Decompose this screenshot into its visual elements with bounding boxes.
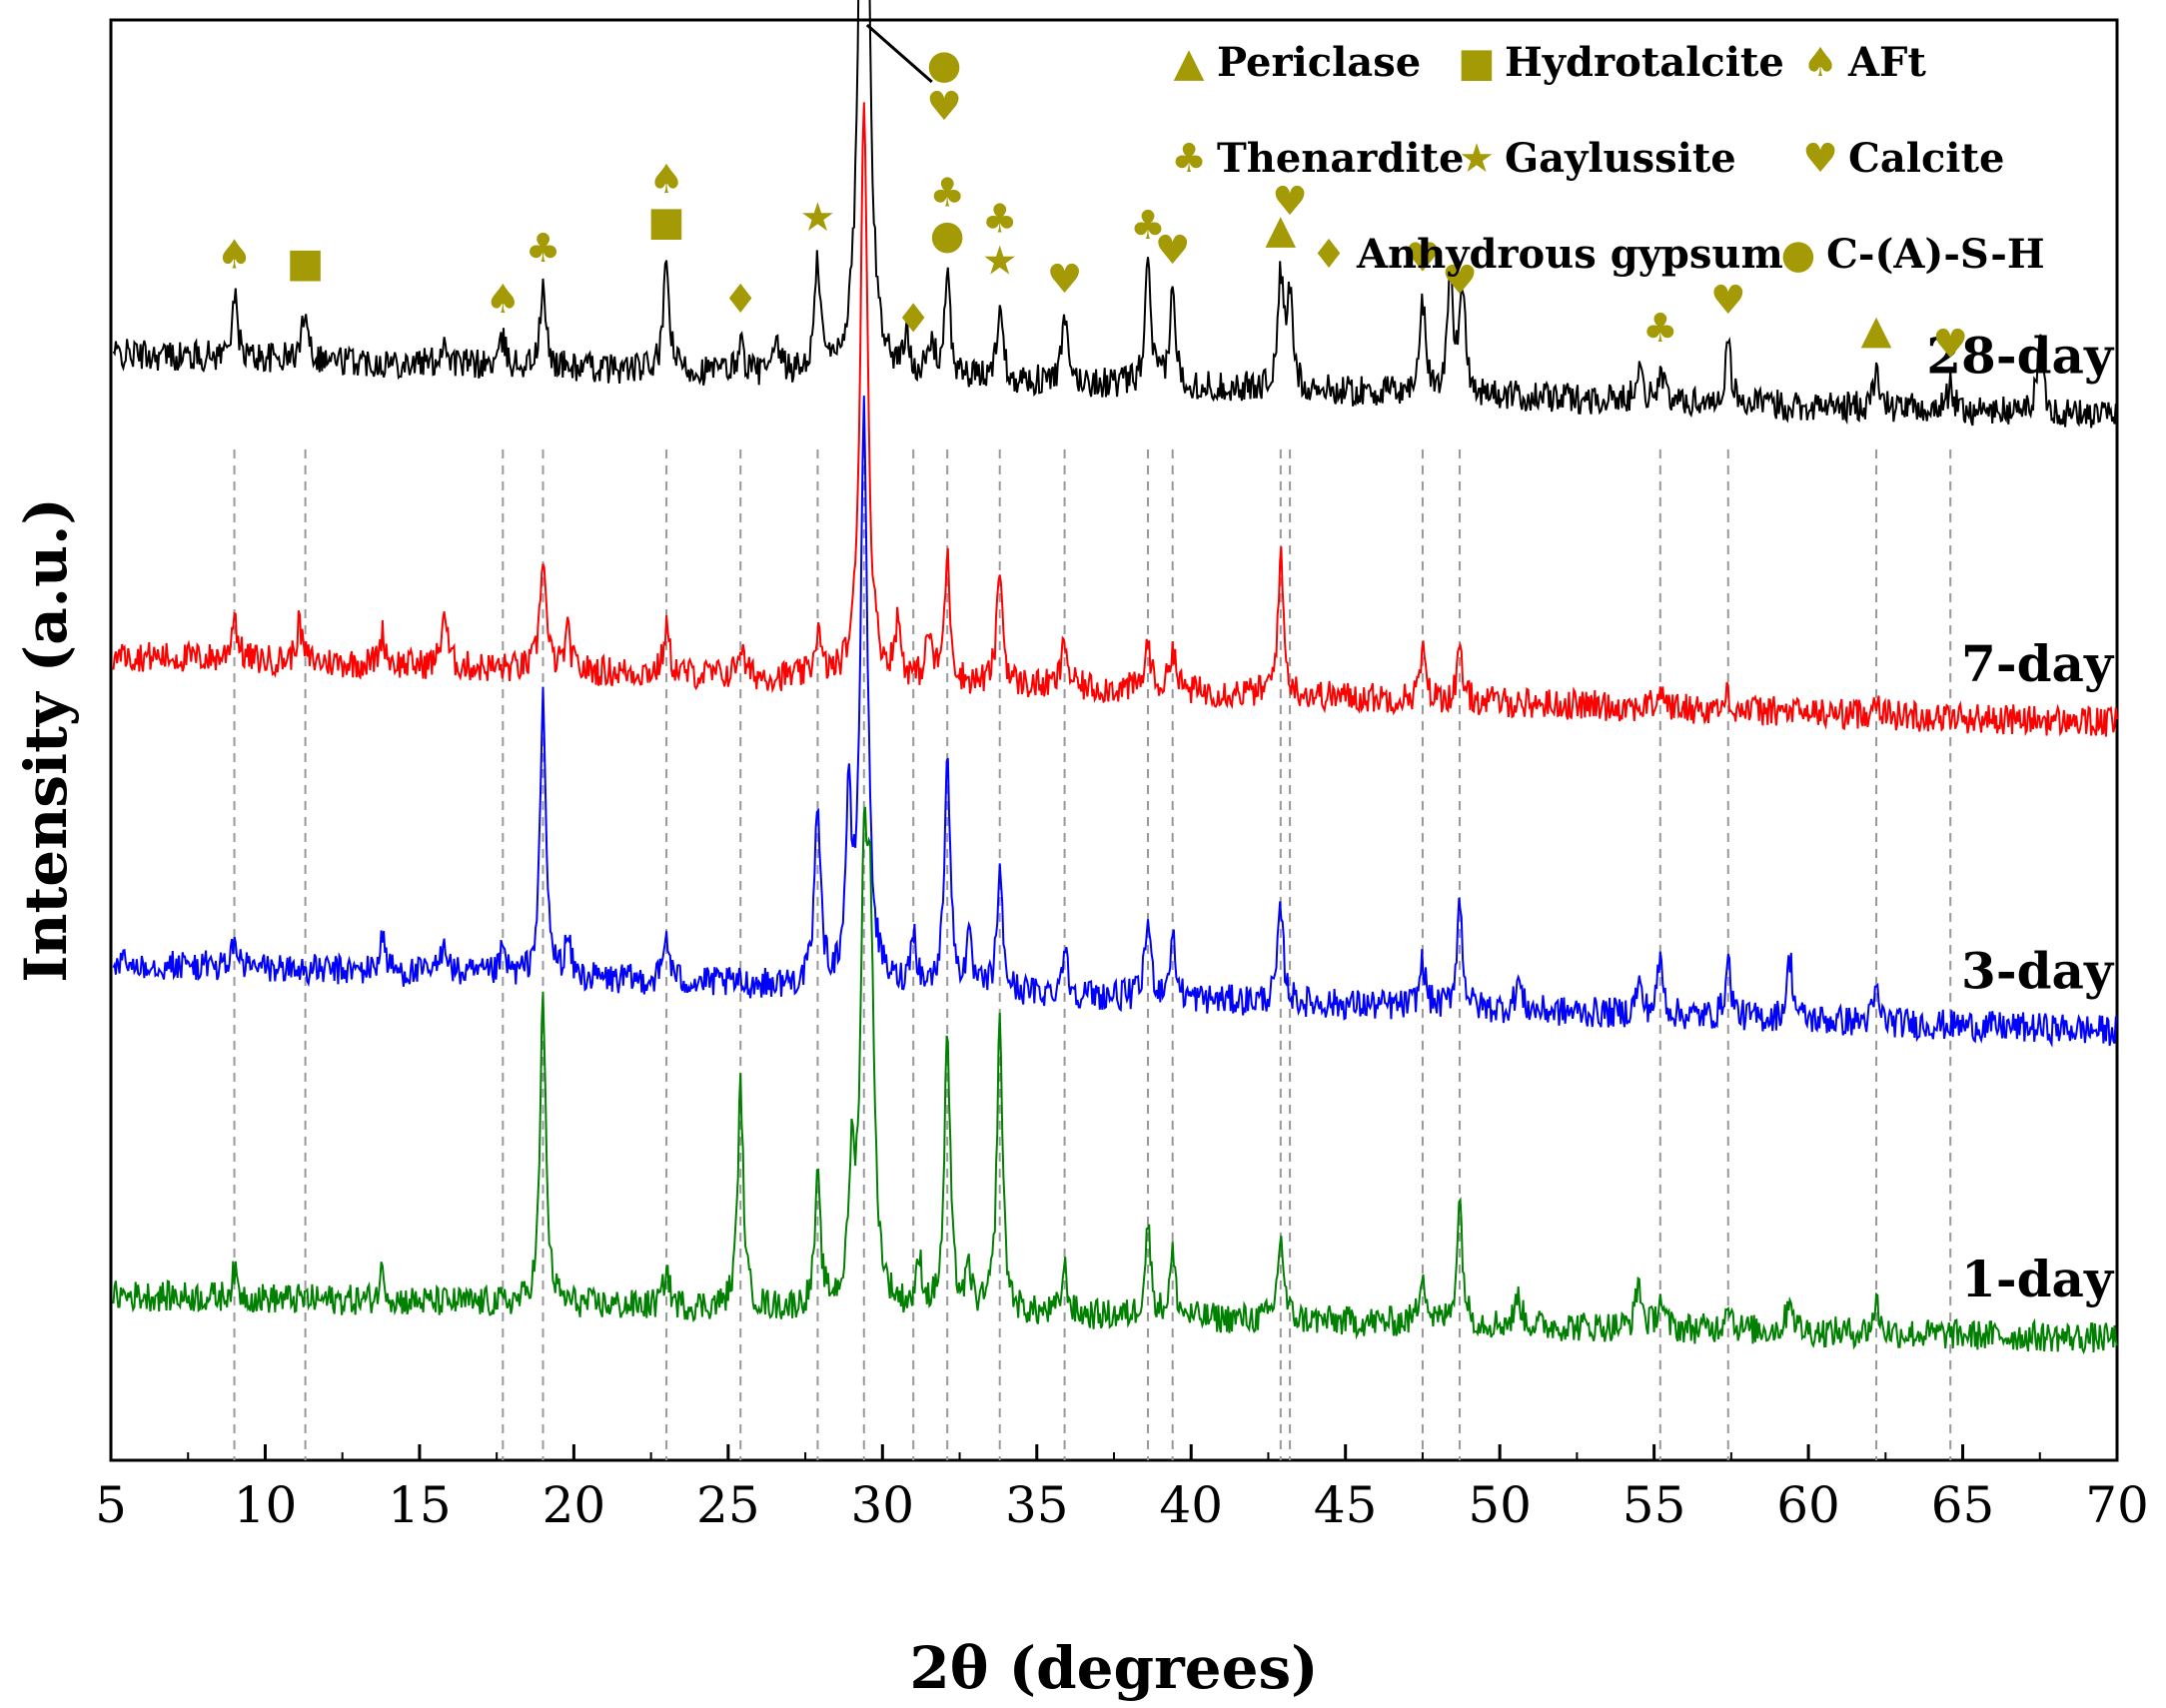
legend-label-4: Gaylussite bbox=[1505, 135, 1736, 182]
legend-label-1: Hydrotalcite bbox=[1505, 39, 1784, 86]
legend-symbol-6: ♦ bbox=[1311, 232, 1347, 278]
legend-symbol-0: ▲ bbox=[1174, 40, 1205, 86]
phase-marker-13: ★ bbox=[982, 239, 1018, 285]
legend-symbol-4: ★ bbox=[1459, 136, 1495, 182]
legend-label-3: Thenardite bbox=[1217, 135, 1464, 182]
reference-lines bbox=[233, 449, 1952, 1460]
series-line-7-day bbox=[112, 102, 2118, 737]
y-axis-title: Intensity (a.u.) bbox=[12, 497, 80, 983]
phase-marker-19: ♥ bbox=[1272, 179, 1308, 225]
x-tick-label-40: 40 bbox=[1159, 1476, 1223, 1534]
x-axis: 5 10 15 20 25 30 35 40 45 50 55 60 65 70 bbox=[95, 1444, 2149, 1534]
phase-marker-6: ♦ bbox=[722, 277, 758, 323]
phase-marker-15: ♥ bbox=[1047, 257, 1083, 303]
plot-frame bbox=[109, 18, 2119, 1462]
x-tick-label-10: 10 bbox=[234, 1476, 298, 1534]
x-tick-label-65: 65 bbox=[1931, 1476, 1995, 1534]
legend-symbol-5: ♥ bbox=[1802, 136, 1838, 182]
series-label-1-day: 1-day bbox=[1961, 1250, 2115, 1308]
series-label-3-day: 3-day bbox=[1961, 942, 2115, 1001]
series-line-3-day bbox=[112, 396, 2118, 1049]
calcite-callout-line bbox=[865, 23, 933, 84]
phase-marker-25: ♥ bbox=[1932, 322, 1968, 368]
phase-marker-8: ♥ bbox=[926, 84, 962, 130]
phase-marker-9: ● bbox=[927, 42, 962, 88]
legend-label-0: Periclase bbox=[1217, 39, 1421, 86]
x-tick-label-60: 60 bbox=[1776, 1476, 1840, 1534]
phase-markers: ♠ ■♠♣■♠♦★♥●♦●♣★♣♥♣♥ ▲♥♥ ♥♣♥▲ ♥ bbox=[217, 23, 1968, 368]
x-tick-label-20: 20 bbox=[542, 1476, 606, 1534]
phase-marker-0: ♠ bbox=[217, 232, 253, 278]
series-group: 28-day 7-day 3-day 1-day bbox=[112, 0, 2118, 1355]
phase-marker-20: ♥ bbox=[1405, 236, 1441, 282]
phase-marker-3: ♣ bbox=[526, 226, 561, 272]
legend-symbol-3: ♣ bbox=[1171, 136, 1207, 182]
x-axis-title: 2θ (degrees) bbox=[909, 1634, 1318, 1702]
series-label-7-day: 7-day bbox=[1961, 634, 2115, 693]
legend-symbol-7: ● bbox=[1781, 232, 1816, 278]
phase-marker-7: ★ bbox=[800, 195, 836, 241]
x-tick-label-70: 70 bbox=[2085, 1476, 2149, 1534]
series-line-1-day bbox=[112, 806, 2118, 1355]
phase-marker-12: ♣ bbox=[929, 171, 965, 217]
phase-marker-18: ▲ bbox=[1265, 207, 1296, 253]
phase-marker-22: ♣ bbox=[1642, 306, 1678, 352]
phase-marker-10: ♦ bbox=[895, 296, 931, 342]
x-tick-label-15: 15 bbox=[388, 1476, 452, 1534]
phase-marker-23: ♥ bbox=[1710, 278, 1746, 324]
phase-marker-2: ♠ bbox=[485, 277, 521, 323]
phase-marker-5: ♠ bbox=[648, 157, 684, 203]
series-line-28-day bbox=[112, 0, 2118, 428]
x-tick-label-55: 55 bbox=[1623, 1476, 1686, 1534]
legend-symbol-2: ♠ bbox=[1802, 40, 1838, 86]
x-tick-label-35: 35 bbox=[1005, 1476, 1069, 1534]
phase-marker-24: ▲ bbox=[1861, 307, 1892, 353]
x-tick-label-45: 45 bbox=[1314, 1476, 1378, 1534]
legend-label-7: C-(A)-S-H bbox=[1826, 231, 2045, 278]
phase-marker-14: ♣ bbox=[982, 197, 1018, 243]
x-tick-label-5: 5 bbox=[95, 1476, 127, 1534]
x-tick-label-30: 30 bbox=[850, 1476, 914, 1534]
legend: ▲ Periclase ■ Hydrotalcite ♠ AFt ♣ Thenardite★ G… bbox=[1171, 39, 2045, 278]
x-tick-label-25: 25 bbox=[696, 1476, 760, 1534]
phase-marker-21: ♥ bbox=[1442, 258, 1478, 304]
legend-label-2: AFt bbox=[1847, 39, 1926, 86]
phase-marker-17: ♥ bbox=[1155, 228, 1191, 274]
legend-label-6: Anhydrous gypsum bbox=[1356, 231, 1783, 278]
x-tick-label-50: 50 bbox=[1468, 1476, 1532, 1534]
series-label-28-day: 28-day bbox=[1926, 327, 2115, 386]
phase-marker-11: ● bbox=[930, 213, 965, 259]
phase-marker-16: ♣ bbox=[1130, 203, 1166, 249]
phase-marker-4: ■ bbox=[647, 199, 685, 245]
legend-label-5: Calcite bbox=[1848, 135, 2004, 182]
phase-marker-1: ■ bbox=[287, 241, 325, 287]
legend-symbol-1: ■ bbox=[1458, 40, 1496, 86]
